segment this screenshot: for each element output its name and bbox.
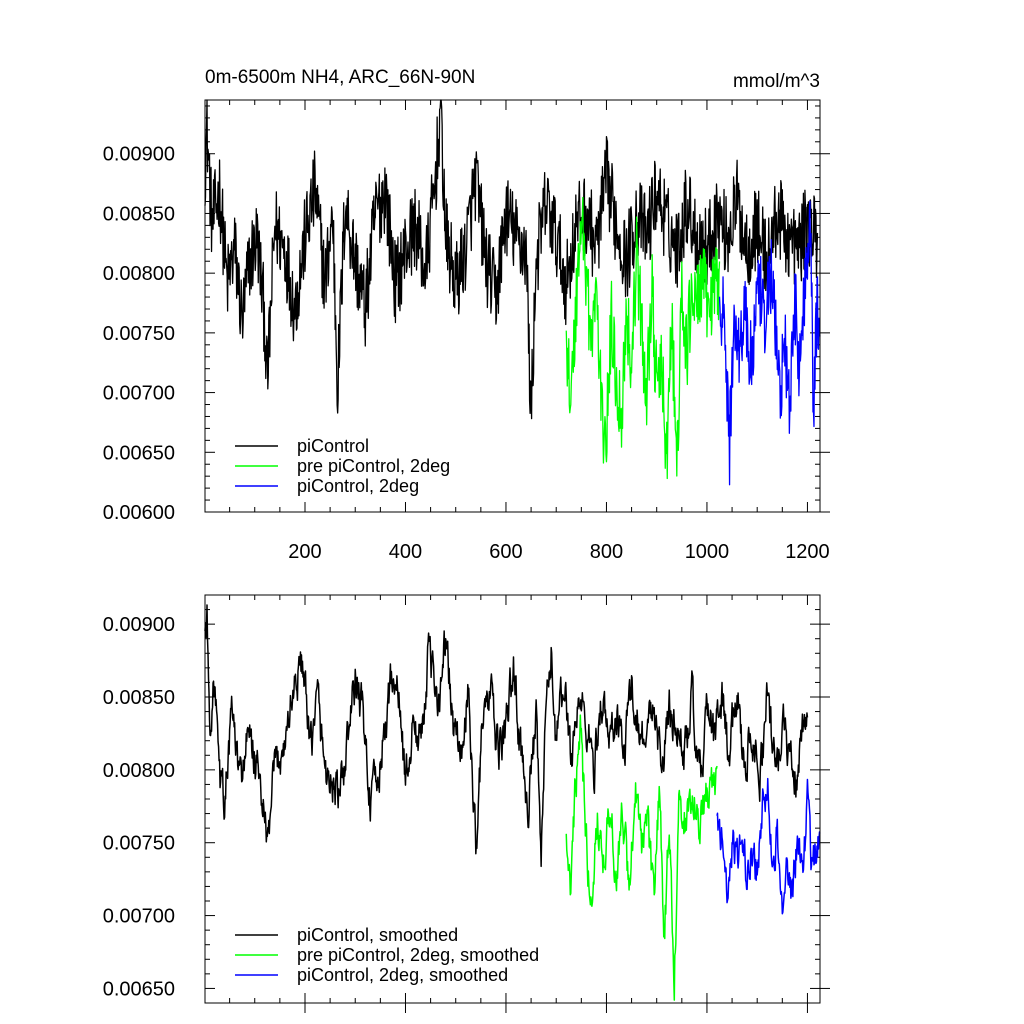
legend-label: pre piControl, 2deg (297, 456, 450, 476)
series-line-picontrol-2deg (718, 200, 821, 486)
x-tick-label: 1200 (785, 541, 830, 563)
y-tick-label: 0.00850 (103, 203, 175, 225)
x-tick-label: 1000 (685, 541, 730, 563)
top-panel-series (204, 99, 821, 486)
y-tick-label: 0.00900 (103, 144, 175, 166)
y-tick-label: 0.00800 (103, 263, 175, 285)
y-tick-label: 0.00900 (103, 614, 175, 636)
x-tick-label: 400 (389, 541, 422, 563)
y-tick-label: 0.00800 (103, 760, 175, 782)
x-tick-label: 800 (590, 541, 623, 563)
legend-label: piControl, 2deg (297, 476, 419, 496)
top-panel-units: mmol/m^3 (733, 71, 820, 92)
series-line-pre-picontrol-2deg-smoothed (565, 714, 718, 1001)
y-tick-label: 0.00750 (103, 833, 175, 855)
top-panel-frame (204, 99, 821, 513)
y-tick-label: 0.00850 (103, 687, 175, 709)
x-tick-label: 200 (288, 541, 321, 563)
y-tick-label: 0.00650 (103, 442, 175, 464)
legend-label: pre piControl, 2deg, smoothed (297, 945, 539, 965)
legend-label: piControl (297, 436, 369, 456)
series-line-pre-picontrol-2deg (565, 196, 721, 480)
bottom-panel-frame (204, 594, 821, 1004)
y-tick-label: 0.00750 (103, 323, 175, 345)
bottom-panel: 0.00650 0.00700 0.00750 0.00800 0.00850 0.009… (103, 594, 830, 1013)
y-tick-label: 0.00700 (103, 906, 175, 928)
legend-label: piControl, smoothed (297, 925, 458, 945)
y-tick-label: 0.00700 (103, 383, 175, 405)
legend-label: piControl, 2deg, smoothed (297, 965, 508, 985)
y-tick-label: 0.00650 (103, 978, 175, 1000)
top-panel-title: 0m-6500m NH4, ARC_66N-90N (205, 67, 475, 88)
y-tick-label: 0.00600 (103, 502, 175, 524)
top-panel: 0m-6500m NH4, ARC_66N-90N mmol/m^3 200 40… (103, 67, 830, 563)
x-tick-label: 600 (489, 541, 522, 563)
series-line-picontrol-smoothed (204, 604, 809, 868)
series-line-picontrol-2deg-smoothed (716, 777, 821, 915)
bottom-panel-series (204, 604, 821, 1001)
